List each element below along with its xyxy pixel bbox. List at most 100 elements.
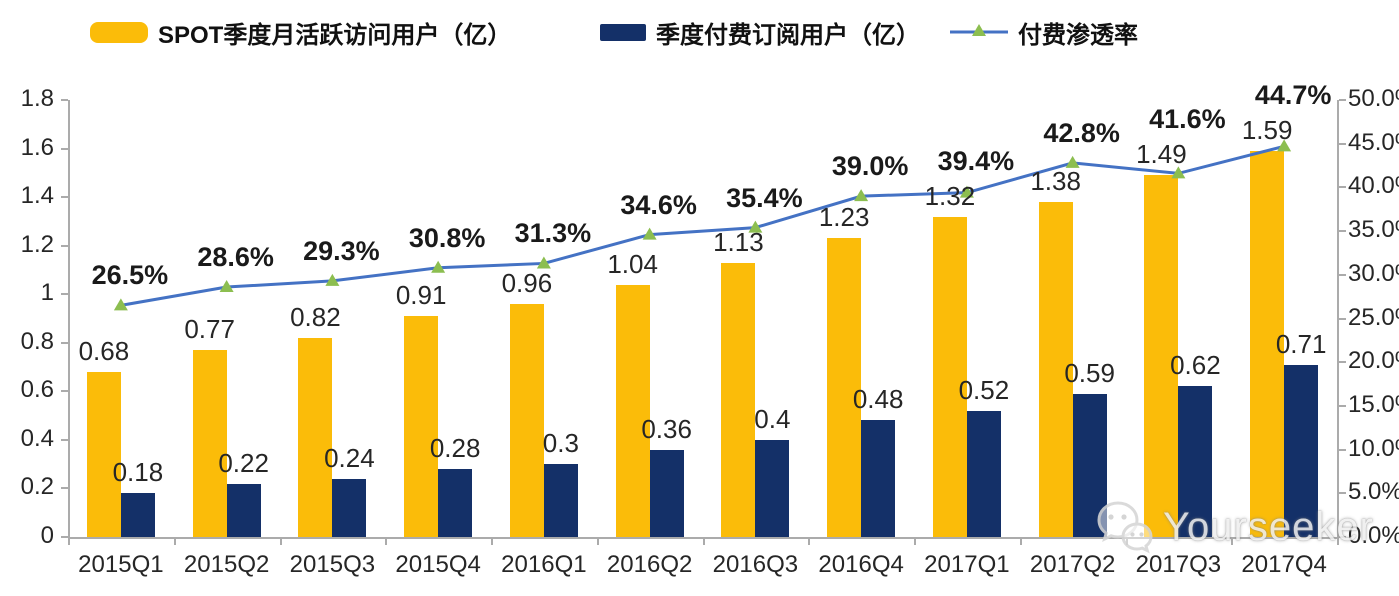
subs-bar	[543, 464, 578, 537]
x-axis-category-label: 2016Q3	[712, 551, 799, 578]
penetration-marker-icon	[431, 260, 446, 273]
penetration-value-label: 41.6%	[1149, 104, 1226, 135]
mau-bar	[721, 262, 756, 537]
right-axis-tick-label: 0.0%	[1348, 522, 1399, 549]
left-axis-tick	[61, 438, 68, 441]
legend-item-penetration: 付费渗透率	[950, 14, 1138, 50]
subs-bar	[438, 469, 473, 537]
x-axis-category-label: 2015Q2	[183, 551, 270, 578]
x-axis-tick	[173, 537, 176, 545]
subs-bar	[120, 493, 155, 537]
mau-bar-value-label: 0.77	[184, 314, 235, 345]
mau-bar-value-label: 1.49	[1136, 139, 1187, 170]
x-axis-category-label: 2015Q1	[78, 551, 164, 578]
x-axis-tick	[914, 537, 916, 545]
legend-item-mau: SPOT季度月活跃访问用户（亿）	[90, 14, 511, 50]
penetration-value-label: 31.3%	[514, 218, 592, 249]
right-axis-tick-label: 5.0%	[1348, 478, 1399, 506]
mau-bar	[932, 216, 967, 537]
x-axis-tick	[279, 537, 282, 545]
mau-bar	[1038, 201, 1073, 537]
mau-bar-value-label: 1.13	[713, 226, 764, 257]
right-axis-tick-label: 40.0%	[1348, 172, 1399, 200]
subs-bar	[332, 478, 367, 537]
right-axis-tick	[1339, 317, 1346, 320]
left-axis-line	[68, 100, 70, 537]
right-axis-tick-label: 45.0%	[1348, 128, 1399, 156]
mau-bar	[1250, 150, 1285, 537]
subs-bar-value-label: 0.59	[1064, 357, 1115, 388]
right-axis-tick	[1339, 536, 1346, 538]
right-axis-tick	[1339, 230, 1346, 233]
right-axis-tick	[1339, 448, 1346, 451]
right-axis-tick-label: 25.0%	[1348, 303, 1399, 331]
penetration-value-label: 35.4%	[726, 182, 803, 213]
penetration-value-label: 26.5%	[91, 260, 169, 291]
right-axis-tick	[1339, 142, 1346, 145]
x-axis-category-label: 2016Q1	[501, 551, 587, 578]
x-axis-tick	[1231, 537, 1234, 545]
x-axis-tick	[491, 537, 493, 545]
right-axis-tick-label: 35.0%	[1348, 216, 1399, 244]
penetration-value-label: 39.0%	[831, 151, 909, 182]
left-axis-tick-label: 0.6	[20, 376, 54, 404]
mau-bar	[1144, 175, 1179, 537]
subs-bar-value-label: 0.62	[1170, 350, 1221, 381]
mau-bar	[509, 303, 544, 537]
left-axis-tick	[61, 487, 68, 490]
x-axis-category-label: 2016Q4	[818, 551, 904, 578]
subs-bar-value-label: 0.28	[429, 433, 481, 464]
subs-bar-value-label: 0.4	[754, 403, 791, 434]
penetration-marker-icon	[113, 298, 128, 311]
penetration-value-label: 30.8%	[408, 222, 486, 253]
penetration-marker-icon	[219, 280, 234, 293]
left-axis-tick	[61, 293, 68, 296]
left-axis-tick-label: 1.8	[20, 85, 54, 112]
left-axis-tick	[61, 147, 68, 150]
mau-bar-value-label: 0.96	[501, 267, 553, 298]
right-axis-tick-label: 15.0%	[1348, 390, 1399, 418]
mau-bar	[86, 371, 121, 537]
penetration-value-label: 34.6%	[620, 189, 697, 220]
mau-bar	[298, 337, 333, 537]
subs-bar	[649, 449, 684, 537]
left-axis-tick-label: 0	[40, 522, 54, 549]
x-axis-tick	[385, 537, 388, 545]
x-axis-category-label: 2017Q1	[924, 551, 1010, 578]
x-axis-category-label: 2015Q4	[395, 551, 481, 578]
penetration-value-label: 29.3%	[303, 235, 380, 266]
right-axis-tick-label: 20.0%	[1348, 347, 1399, 375]
subs-series-swatch-icon	[600, 23, 646, 41]
right-axis-tick-label: 10.0%	[1348, 434, 1399, 462]
penetration-line-legend-icon	[950, 24, 1008, 36]
penetration-value-label: 28.6%	[197, 242, 274, 273]
subs-bar	[1284, 364, 1319, 537]
wechat-logo-icon	[1097, 501, 1153, 554]
left-axis-tick	[61, 390, 68, 393]
subs-bar-value-label: 0.48	[852, 384, 904, 415]
mau-bar-value-label: 1.04	[607, 248, 658, 279]
mau-bar-value-label: 0.82	[290, 301, 341, 332]
penetration-marker-icon	[748, 220, 763, 233]
legend-label-subs: 季度付费订阅用户（亿）	[656, 21, 920, 49]
x-axis-category-label: 2016Q2	[606, 551, 693, 578]
legend-item-subs: 季度付费订阅用户（亿）	[600, 14, 920, 50]
penetration-value-label: 39.4%	[937, 145, 1015, 176]
penetration-line-path	[120, 144, 1285, 307]
right-axis-line	[1337, 100, 1339, 537]
right-axis-tick-label: 50.0%	[1348, 85, 1399, 112]
x-axis-tick	[808, 537, 811, 545]
right-axis-tick	[1339, 492, 1346, 495]
x-axis-category-label: 2017Q2	[1029, 551, 1116, 578]
left-axis-tick	[61, 341, 68, 344]
subs-bar-value-label: 0.3	[542, 428, 579, 459]
subs-bar	[966, 410, 1001, 537]
x-axis-tick	[68, 537, 70, 545]
x-axis-category-label: 2017Q4	[1241, 551, 1327, 578]
penetration-marker-icon	[642, 227, 657, 240]
right-axis-tick	[1339, 361, 1346, 364]
penetration-marker-icon	[1171, 166, 1186, 179]
mau-bar	[192, 350, 227, 537]
chart-legend: SPOT季度月活跃访问用户（亿） 季度付费订阅用户（亿） 付费渗透率	[0, 14, 1399, 54]
